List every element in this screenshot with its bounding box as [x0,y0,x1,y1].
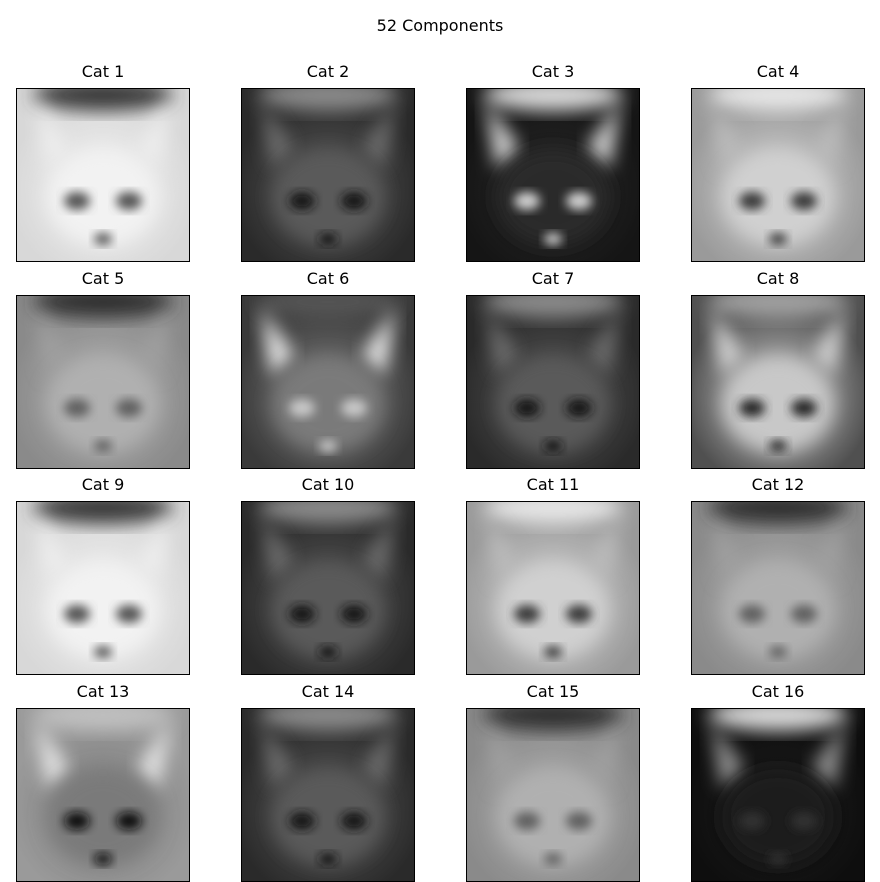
eigencat-image [16,708,190,882]
cat-face-graphic [17,89,189,261]
eigencat-image [241,88,415,262]
eigencat-image [691,88,865,262]
cat-face-graphic [242,89,414,261]
eigencat-image [241,501,415,675]
panel-title: Cat 3 [531,62,575,81]
eigencat-image [16,88,190,262]
eigencat-image [466,295,640,469]
panel-title: Cat 6 [306,269,350,288]
eigencat-image [691,708,865,882]
panel-title: Cat 2 [306,62,350,81]
panel-title: Cat 7 [531,269,575,288]
cat-face-graphic [692,502,864,674]
panel-title: Cat 14 [301,682,355,701]
cat-face-graphic [242,502,414,674]
cat-face-graphic [17,709,189,881]
eigencat-image [241,295,415,469]
panel-title: Cat 12 [751,475,805,494]
cat-face-graphic [692,89,864,261]
panel-title: Cat 8 [756,269,800,288]
panel-title: Cat 10 [301,475,355,494]
eigencat-image [691,501,865,675]
eigencat-image [466,708,640,882]
cat-face-graphic [467,296,639,468]
panel-title: Cat 4 [756,62,800,81]
eigencat-image [241,708,415,882]
panel-title: Cat 9 [81,475,125,494]
cat-face-graphic [467,709,639,881]
panel-title: Cat 5 [81,269,125,288]
eigencat-image [691,295,865,469]
cat-face-graphic [17,502,189,674]
eigencat-image [466,88,640,262]
eigencat-image [16,501,190,675]
panel-title: Cat 13 [76,682,130,701]
panel-title: Cat 11 [526,475,580,494]
cat-face-graphic [467,89,639,261]
cat-face-graphic [467,502,639,674]
eigencat-image [16,295,190,469]
figure-title: 52 Components [376,16,504,35]
panel-title: Cat 15 [526,682,580,701]
cat-face-graphic [692,709,864,881]
panel-title: Cat 16 [751,682,805,701]
cat-face-graphic [242,709,414,881]
cat-face-graphic [242,296,414,468]
eigencat-image [466,501,640,675]
cat-face-graphic [692,296,864,468]
panel-title: Cat 1 [81,62,125,81]
cat-face-graphic [17,296,189,468]
